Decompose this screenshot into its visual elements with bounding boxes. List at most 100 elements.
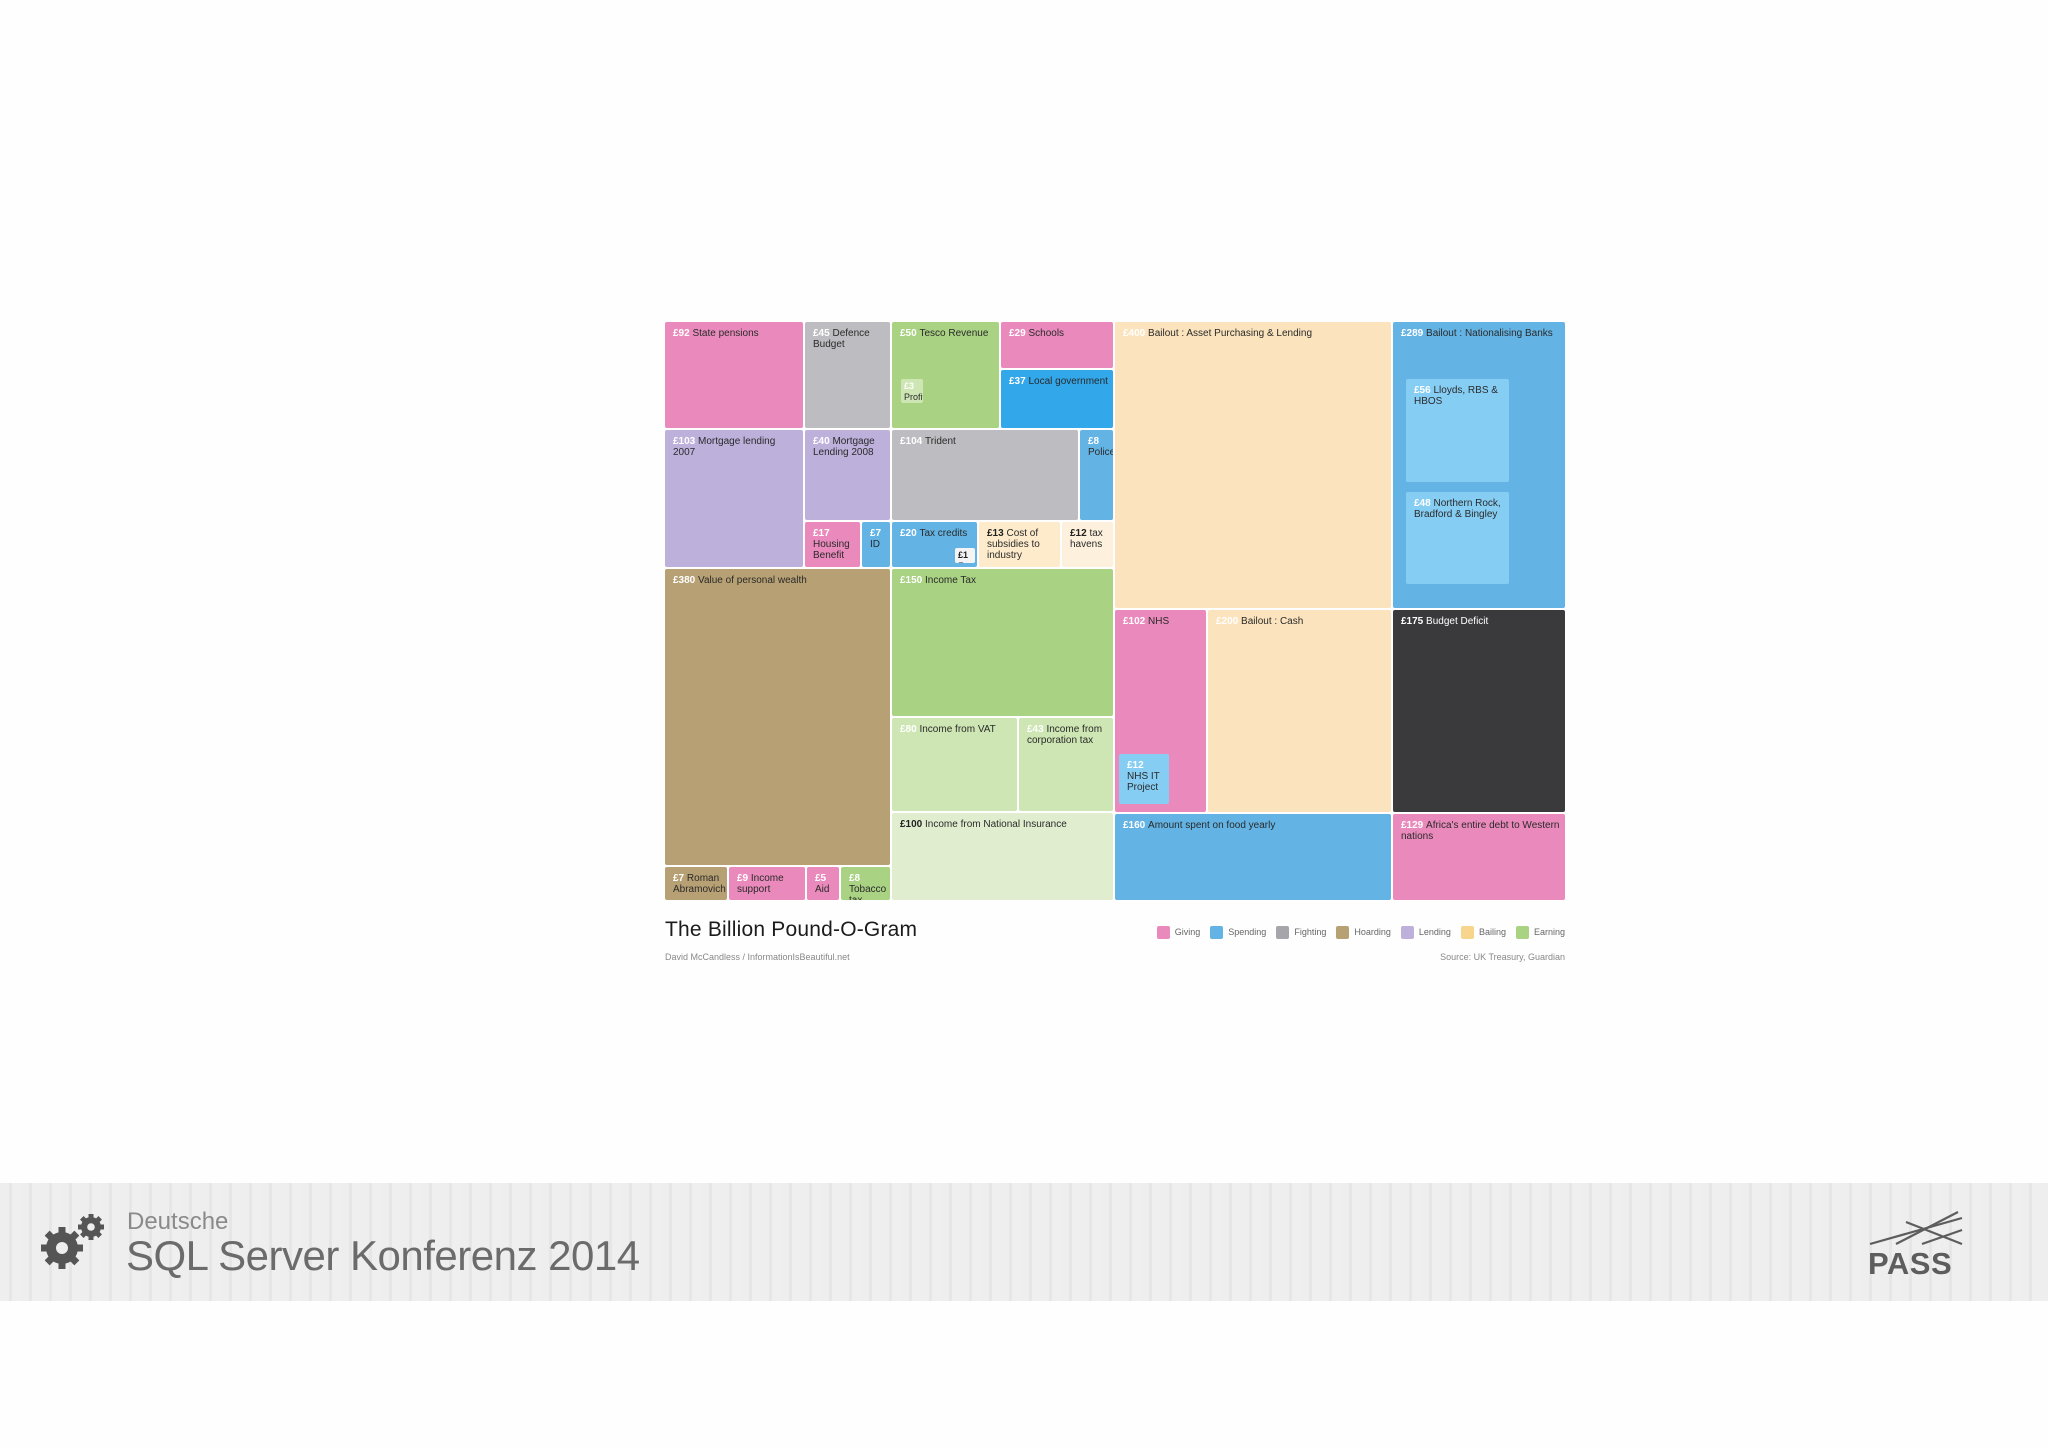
treemap-cell: £50 Tesco Revenue bbox=[892, 322, 999, 428]
treemap-cell-value: £380 bbox=[673, 575, 699, 586]
treemap-cell-text: Mortgage Lending 2008 bbox=[813, 436, 875, 458]
treemap-cell-text: Lloyds, RBS & HBOS bbox=[1414, 385, 1498, 407]
treemap-cell-value: £37 bbox=[1009, 376, 1029, 387]
treemap-cell-label: £3 Profits bbox=[904, 381, 923, 403]
treemap-cell: £40 Mortgage Lending 2008 bbox=[805, 430, 890, 520]
treemap-cell-value: £104 bbox=[900, 436, 926, 447]
treemap-cell-label: £160 Amount spent on food yearly bbox=[1123, 820, 1387, 831]
legend-swatch bbox=[1400, 925, 1414, 939]
treemap-cell-label: £150 Income Tax bbox=[900, 575, 1109, 586]
legend-label: Fighting bbox=[1294, 927, 1327, 937]
treemap-cell: £45 Defence Budget bbox=[805, 322, 890, 428]
legend-item: Giving bbox=[1156, 925, 1201, 939]
treemap-cell-value: £103 bbox=[673, 436, 699, 447]
treemap-cell: £7 ID bbox=[862, 522, 890, 567]
treemap-cell-label: £37 Local government bbox=[1009, 376, 1109, 387]
treemap-cell-label: £48 Northern Rock, Bradford & Bingley bbox=[1414, 498, 1505, 520]
treemap-cell-label: £175 Budget Deficit bbox=[1401, 616, 1561, 627]
treemap-cell: £103 Mortgage lending 2007 bbox=[665, 430, 803, 567]
treemap-cell-label: £380 Value of personal wealth bbox=[673, 575, 886, 586]
treemap-cell-text: Aid bbox=[815, 884, 830, 895]
treemap-cell-label: £20 Tax credits bbox=[900, 528, 973, 539]
treemap-cell-text: State pensions bbox=[692, 328, 759, 339]
treemap-cell-text: ID bbox=[870, 539, 880, 550]
treemap-cell-value: £12 bbox=[1070, 528, 1090, 539]
legend-item: Hoarding bbox=[1336, 925, 1391, 939]
treemap-cell-value: £3 bbox=[904, 381, 915, 391]
treemap-cell: £129 Africa's entire debt to Western nat… bbox=[1393, 814, 1565, 900]
treemap-cell-label: £29 Schools bbox=[1009, 328, 1109, 339]
footer-band bbox=[0, 1183, 2048, 1301]
legend-item: Spending bbox=[1210, 925, 1266, 939]
treemap-cell-label: £5 Aid bbox=[815, 873, 835, 895]
treemap-cell-value: £175 bbox=[1401, 616, 1427, 627]
treemap-cell-text: NHS IT Project bbox=[1127, 771, 1160, 793]
treemap-cell-label: £92 State pensions bbox=[673, 328, 799, 339]
treemap-cell-value: £289 bbox=[1401, 328, 1427, 339]
legend-swatch bbox=[1460, 925, 1474, 939]
treemap-cell-text: Income from National Insurance bbox=[925, 819, 1067, 830]
treemap-cell-label: £289 Bailout : Nationalising Banks bbox=[1401, 328, 1561, 339]
treemap-cell-text: Budget Deficit bbox=[1426, 616, 1489, 627]
treemap-cell-value: £1 bbox=[958, 550, 969, 560]
treemap-cell: £13 Cost of subsidies to industry bbox=[979, 522, 1060, 567]
treemap-cell-value: £50 bbox=[900, 328, 920, 339]
treemap-cell-text: Bailout : Cash bbox=[1241, 616, 1304, 627]
chart-legend: Giving Spending Fighting Hoarding Lending Bai… bbox=[1098, 924, 1565, 940]
treemap-cell-value: £29 bbox=[1009, 328, 1029, 339]
chart-source: Source: UK Treasury, Guardian bbox=[1440, 952, 1565, 962]
conference-subtitle: Deutsche bbox=[127, 1208, 229, 1235]
treemap-cell-label: £80 Income from VAT bbox=[900, 724, 1013, 735]
treemap-cell: £8 Tobacco tax bbox=[841, 867, 890, 900]
treemap-cell-value: £40 bbox=[813, 436, 833, 447]
treemap-cell-value: £45 bbox=[813, 328, 833, 339]
treemap-cell-text: Bailout : Asset Purchasing & Lending bbox=[1148, 328, 1313, 339]
legend-swatch bbox=[1276, 925, 1290, 939]
treemap-cell-label: £103 Mortgage lending 2007 bbox=[673, 436, 799, 458]
treemap-cell-value: £43 bbox=[1027, 724, 1047, 735]
treemap-cell-value: £160 bbox=[1123, 820, 1149, 831]
treemap-cell-text: Fraud bbox=[958, 561, 975, 563]
treemap-cell-label: £50 Tesco Revenue bbox=[900, 328, 995, 339]
treemap-cell-value: £129 bbox=[1401, 820, 1427, 831]
treemap-cell: £12 NHS IT Project bbox=[1119, 754, 1169, 804]
treemap-cell-text: Cost of subsidies to industry bbox=[987, 528, 1040, 561]
treemap-cell: £56 Lloyds, RBS & HBOS bbox=[1406, 379, 1509, 482]
treemap-cell-text: Income support bbox=[737, 873, 784, 895]
treemap-cell-label: £104 Trident bbox=[900, 436, 1074, 447]
legend-swatch bbox=[1336, 925, 1350, 939]
legend-label: Earning bbox=[1533, 927, 1565, 937]
treemap-cell-text: Tesco Revenue bbox=[919, 328, 989, 339]
chart-credit: David McCandless / InformationIsBeautifu… bbox=[665, 952, 850, 962]
treemap-cell-text: Income from corporation tax bbox=[1027, 724, 1103, 746]
treemap-cell-label: £200 Bailout : Cash bbox=[1216, 616, 1387, 627]
treemap-cell: £92 State pensions bbox=[665, 322, 803, 428]
treemap-cell-text: Defence Budget bbox=[813, 328, 870, 350]
treemap-cell-label: £7 Roman Abramovich bbox=[673, 873, 726, 895]
treemap-cell: £104 Trident bbox=[892, 430, 1078, 520]
treemap-cell: £380 Value of personal wealth bbox=[665, 569, 890, 865]
treemap-cell-label: £400 Bailout : Asset Purchasing & Lendin… bbox=[1123, 328, 1387, 339]
treemap-cell-text: Schools bbox=[1028, 328, 1065, 339]
chart-title: The Billion Pound-O-Gram bbox=[665, 918, 918, 941]
treemap-cell-text: Roman Abramovich bbox=[673, 873, 726, 895]
pass-logo-icon bbox=[1869, 1211, 1963, 1246]
treemap-cell-text: Tobacco tax bbox=[849, 884, 887, 900]
treemap-cell-value: £20 bbox=[900, 528, 920, 539]
treemap-cell: £48 Northern Rock, Bradford & Bingley bbox=[1406, 492, 1509, 584]
treemap-cell: £12 tax havens bbox=[1062, 522, 1113, 567]
treemap-cell: £8 Police bbox=[1080, 430, 1113, 520]
legend-label: Giving bbox=[1174, 927, 1201, 937]
treemap-cell-value: £200 bbox=[1216, 616, 1242, 627]
treemap-cell: £160 Amount spent on food yearly bbox=[1115, 814, 1391, 900]
treemap-cell: £80 Income from VAT bbox=[892, 718, 1017, 811]
legend-item: Lending bbox=[1400, 925, 1451, 939]
treemap-cell-label: £7 ID bbox=[870, 528, 886, 550]
treemap-cell-text: tax havens bbox=[1070, 528, 1103, 550]
treemap-cell-text: Trident bbox=[925, 436, 956, 447]
treemap-cell-value: £100 bbox=[900, 819, 926, 830]
legend-swatch bbox=[1156, 925, 1170, 939]
treemap-cell-label: £8 Police bbox=[1088, 436, 1113, 458]
legend-item: Bailing bbox=[1460, 925, 1506, 939]
treemap-cell: £37 Local government bbox=[1001, 370, 1113, 428]
